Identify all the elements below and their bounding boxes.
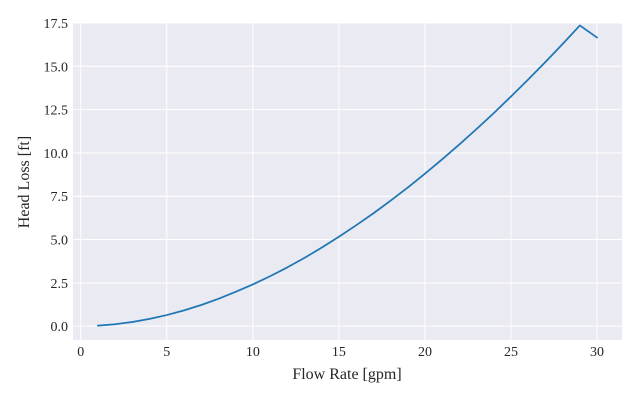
x-tick-labels: 0 5 10 15 20 25 30 — [77, 345, 604, 360]
x-tick-label: 0 — [77, 345, 84, 360]
y-axis-label: Head Loss [ft] — [16, 136, 33, 228]
x-tick-label: 5 — [163, 345, 170, 360]
y-tick-label: 17.5 — [44, 17, 69, 32]
x-tick-label: 25 — [504, 345, 518, 360]
y-tick-label: 10.0 — [44, 147, 69, 162]
y-tick-label: 15.0 — [44, 60, 69, 75]
y-tick-label: 2.5 — [51, 277, 69, 292]
x-axis-label: Flow Rate [gpm] — [292, 366, 401, 383]
y-tick-label: 12.5 — [44, 104, 69, 119]
plot-area — [73, 23, 622, 340]
x-tick-label: 20 — [418, 345, 432, 360]
x-tick-label: 15 — [332, 345, 346, 360]
x-tick-label: 30 — [590, 345, 604, 360]
y-tick-label: 7.5 — [51, 190, 69, 205]
head-loss-series-line — [97, 24, 598, 327]
y-tick-label: 0.0 — [51, 320, 69, 335]
y-tick-labels: 0.0 2.5 5.0 7.5 10.0 12.5 15.0 17.5 — [44, 17, 69, 335]
x-tick-label: 10 — [246, 345, 260, 360]
grid-lines — [73, 22, 622, 340]
y-tick-label: 5.0 — [51, 234, 69, 249]
series-lines — [97, 24, 598, 327]
